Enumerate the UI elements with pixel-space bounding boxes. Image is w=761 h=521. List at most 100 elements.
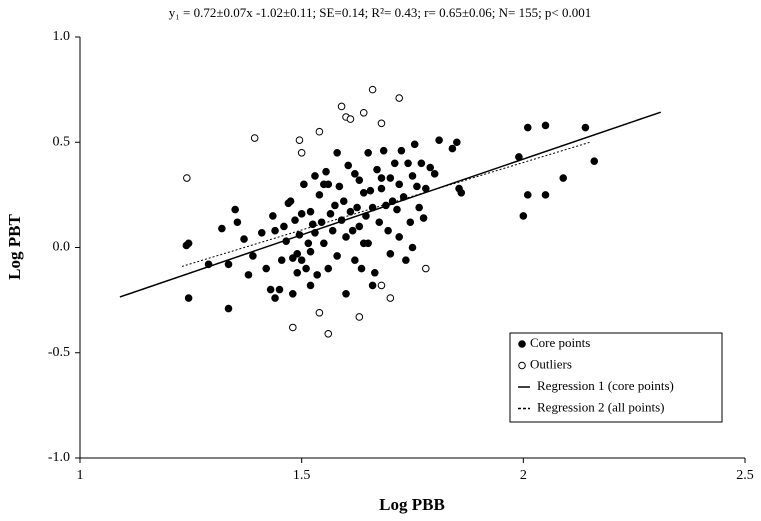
point [317,218,326,227]
point [523,123,532,132]
point [280,222,288,231]
point [300,180,308,189]
point [426,163,435,172]
point [410,140,419,149]
point [559,174,568,182]
point [293,268,302,277]
point [266,285,275,294]
point [250,134,259,142]
y-tick-label: -1.0 [48,450,70,465]
legend-label: Regression 2 (all points) [537,399,664,414]
point [346,115,355,123]
x-tick-label: 1.5 [293,468,311,483]
point [324,264,333,273]
legend [509,332,723,423]
point [331,201,339,210]
point [275,285,284,294]
point [324,180,333,189]
point [386,250,395,258]
point [293,250,302,258]
point [224,304,233,313]
point [395,180,404,189]
point [422,264,430,273]
point [386,294,395,302]
legend-label: Regression 1 (core points) [537,378,674,393]
point [397,146,406,155]
y-tick-label: 0.0 [53,240,71,255]
point [408,243,417,252]
legend-swatch [518,361,526,370]
point [324,330,333,338]
point [342,290,350,298]
point [315,191,324,199]
point [184,239,193,248]
point [257,228,266,237]
point [390,159,399,168]
point [289,290,297,298]
point [269,212,277,220]
point [320,239,328,248]
x-axis-label: Log PBB [379,495,445,514]
point [308,220,317,229]
point [373,165,381,174]
point [364,148,372,157]
point [523,191,532,199]
point [233,218,242,227]
point [184,294,193,302]
point [395,94,404,102]
x-tick-label: 2.5 [736,468,754,483]
point [183,174,191,182]
point [402,256,410,264]
point [393,205,401,214]
y-tick-label: -0.5 [48,345,70,360]
legend-swatch [518,340,526,348]
point [315,127,324,136]
point [368,281,377,290]
point [375,218,384,227]
point [541,121,550,130]
point [218,224,226,233]
point [368,85,377,94]
point [311,172,319,180]
point [231,205,239,214]
point [342,233,350,241]
point [351,256,359,264]
point [359,188,368,197]
point [448,144,457,153]
chart-title: y₁ = 0.72±0.07x -1.02±0.11; SE=0.14; R²=… [169,5,592,20]
point [404,159,412,168]
point [430,170,439,178]
point [339,197,348,205]
point [359,108,368,117]
point [386,174,395,182]
legend-label: Outliers [530,356,572,371]
point [295,136,304,144]
point [355,222,364,231]
point [262,264,271,273]
point [590,157,599,165]
point [379,146,388,155]
point [297,210,306,218]
point [359,239,368,248]
point [271,294,279,302]
point [328,226,337,235]
point [371,268,379,277]
point [377,184,386,193]
point [357,264,366,273]
point [249,252,257,260]
point [519,212,528,220]
x-tick-label: 2 [520,468,527,483]
point [344,161,353,170]
point [355,176,364,184]
point [271,226,279,235]
point [291,216,299,224]
y-axis-label: Log PBT [5,214,24,280]
point [335,182,344,191]
y-tick-label: 1.0 [53,29,71,44]
point [306,281,315,290]
point [348,226,357,235]
point [395,233,404,241]
point [384,226,392,235]
point [289,323,297,332]
